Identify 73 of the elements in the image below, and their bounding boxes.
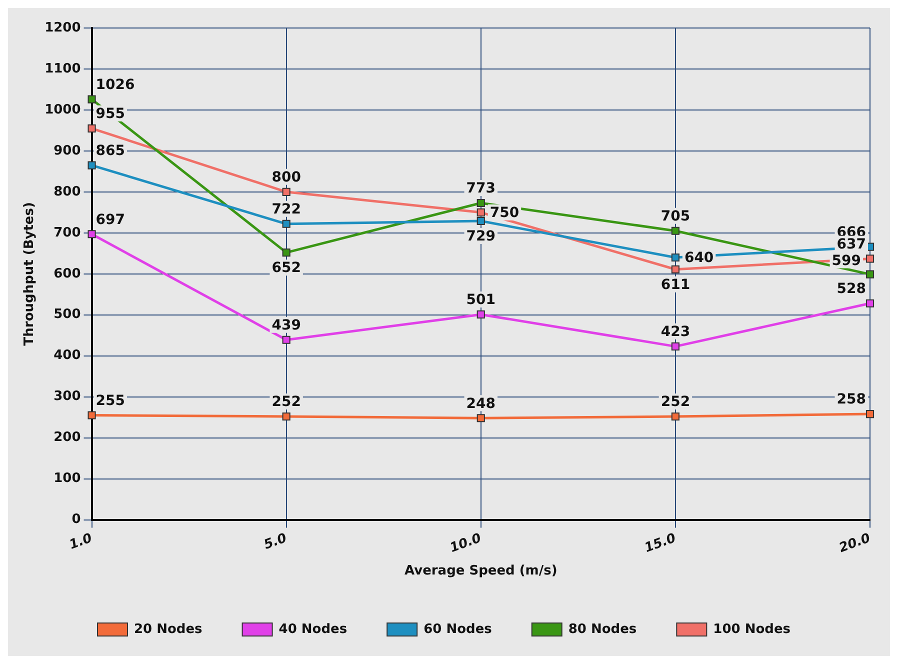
point bbox=[88, 161, 96, 170]
y-tick-label: 1000 bbox=[44, 102, 81, 118]
data-label: 640 bbox=[684, 250, 714, 266]
x-axis-title: Average Speed (m/s) bbox=[404, 564, 558, 579]
data-label: 611 bbox=[660, 277, 690, 294]
point bbox=[88, 124, 96, 132]
point bbox=[282, 336, 290, 344]
y-tick-label: 300 bbox=[54, 389, 81, 404]
data-label: 258 bbox=[836, 392, 866, 408]
data-label: 637 bbox=[836, 236, 866, 252]
data-label: 255 bbox=[96, 392, 126, 409]
data-label: 439 bbox=[272, 318, 301, 334]
data-label: 865 bbox=[96, 142, 126, 159]
data-label: 248 bbox=[466, 396, 496, 412]
legend-label: 20 Nodes bbox=[134, 622, 203, 637]
data-label: 800 bbox=[272, 170, 302, 186]
y-tick-label: 500 bbox=[54, 307, 81, 322]
point bbox=[866, 254, 874, 263]
legend-label: 100 Nodes bbox=[713, 622, 791, 637]
point bbox=[671, 253, 680, 262]
y-tick-label: 400 bbox=[54, 348, 81, 364]
point bbox=[671, 265, 680, 274]
y-tick-label: 900 bbox=[54, 143, 81, 158]
point bbox=[671, 226, 680, 235]
data-label: 750 bbox=[490, 205, 520, 222]
y-tick-label: 200 bbox=[54, 430, 81, 446]
x-tick-label: 15.0 bbox=[642, 530, 678, 556]
data-label: 729 bbox=[466, 228, 496, 245]
point bbox=[476, 414, 485, 422]
y-tick-label: 1200 bbox=[44, 20, 81, 36]
point bbox=[476, 198, 485, 208]
point bbox=[866, 299, 874, 308]
x-tick-label: 5.0 bbox=[262, 530, 289, 553]
y-tick-label: 1100 bbox=[44, 61, 81, 76]
y-tick-label: 700 bbox=[54, 225, 81, 240]
data-label: 528 bbox=[836, 281, 866, 298]
y-tick-label: 800 bbox=[54, 184, 81, 200]
data-label: 501 bbox=[466, 292, 496, 308]
point bbox=[476, 208, 485, 216]
point bbox=[282, 412, 290, 421]
point bbox=[476, 216, 485, 226]
legend-label: 40 Nodes bbox=[278, 622, 348, 637]
y-axis-title: Throughput (Bytes) bbox=[22, 202, 38, 346]
x-tick-label: 20.0 bbox=[837, 530, 873, 556]
point bbox=[88, 230, 96, 238]
point bbox=[476, 310, 485, 318]
y-tick-label: 0 bbox=[72, 512, 81, 528]
point bbox=[88, 95, 96, 104]
y-tick-label: 600 bbox=[54, 266, 81, 282]
point bbox=[671, 412, 680, 421]
x-tick-label: 1.0 bbox=[68, 530, 94, 553]
data-label: 955 bbox=[96, 106, 126, 122]
data-label: 599 bbox=[832, 252, 862, 269]
y-tick-label: 100 bbox=[54, 471, 81, 486]
point bbox=[88, 411, 96, 420]
data-label: 697 bbox=[96, 212, 126, 228]
legend-label: 80 Nodes bbox=[568, 622, 637, 637]
data-label: 652 bbox=[272, 260, 301, 276]
point bbox=[866, 270, 874, 278]
x-tick-label: 10.0 bbox=[448, 530, 484, 556]
point bbox=[866, 410, 874, 418]
data-label: 705 bbox=[660, 208, 690, 224]
point bbox=[282, 220, 290, 228]
point bbox=[282, 248, 290, 257]
legend-label: 60 Nodes bbox=[424, 622, 492, 637]
data-label: 1026 bbox=[96, 76, 135, 93]
data-label: 773 bbox=[466, 180, 496, 197]
point bbox=[282, 188, 290, 196]
data-label: 252 bbox=[660, 394, 690, 410]
data-label: 252 bbox=[272, 394, 301, 410]
data-label: 722 bbox=[272, 202, 301, 218]
point bbox=[671, 342, 680, 350]
data-label: 423 bbox=[660, 324, 690, 340]
